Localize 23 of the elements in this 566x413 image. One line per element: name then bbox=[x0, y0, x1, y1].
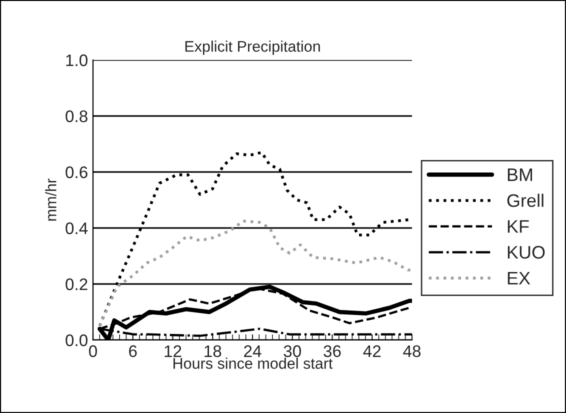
x-tick-label: 42 bbox=[363, 345, 381, 357]
x-tick-label: 30 bbox=[284, 345, 301, 358]
x-tick-label: 12 bbox=[164, 345, 182, 357]
y-tick-label: 0.4 bbox=[66, 222, 88, 234]
x-tick-label: 24 bbox=[244, 345, 262, 357]
y-axis-title: mm/hr bbox=[45, 178, 56, 221]
x-tick-label: 6 bbox=[129, 345, 137, 358]
y-tick-label: 0.6 bbox=[66, 166, 88, 178]
y-tick-label: 0.0 bbox=[66, 334, 88, 346]
y-tick-label: 0.8 bbox=[66, 110, 88, 122]
x-tick-label: 36 bbox=[324, 345, 341, 358]
y-tick-label: 0.2 bbox=[66, 278, 88, 290]
legend-label: BM bbox=[508, 168, 532, 181]
x-tick-label: 0 bbox=[89, 345, 97, 358]
x-tick-label: 48 bbox=[403, 345, 421, 358]
y-tick-label: 1.0 bbox=[66, 54, 88, 66]
legend-label: Grell bbox=[507, 194, 544, 207]
legend-label: KF bbox=[508, 220, 529, 233]
x-tick-label: 18 bbox=[204, 345, 222, 358]
legend-label: EX bbox=[508, 272, 530, 284]
x-axis-title: Hours since model start bbox=[174, 358, 333, 369]
chart-title: Explicit Precipitation bbox=[185, 40, 320, 55]
legend-label: KUO bbox=[508, 246, 545, 259]
